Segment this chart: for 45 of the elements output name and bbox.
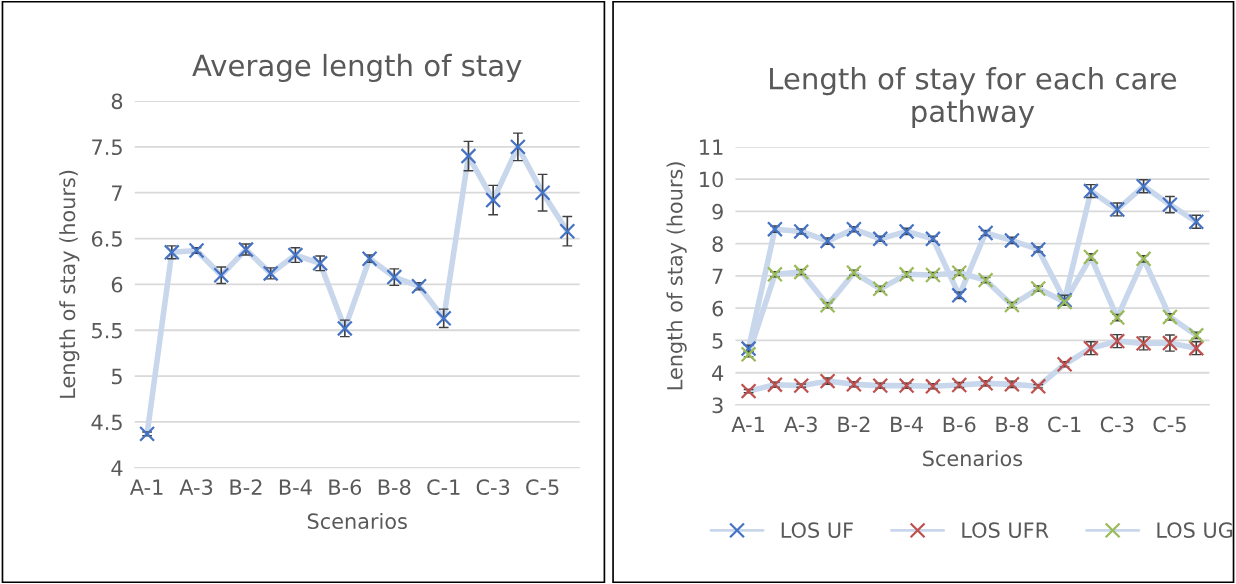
x-tick-label: B-4 <box>279 479 312 495</box>
x-axis-title: Scenarios <box>923 450 1023 467</box>
y-tick-label: 7 <box>112 185 122 201</box>
x-tick-label: A-3 <box>179 479 213 496</box>
y-tick-label: 7 <box>712 268 723 284</box>
y-tick-label: 6.5 <box>91 231 122 247</box>
x-tick-label: B-6 <box>943 416 976 433</box>
y-tick-label: 5 <box>712 333 723 349</box>
chart-title: Length of stay for each care pathway <box>770 67 1177 128</box>
y-tick-label: 8 <box>111 93 123 110</box>
x-tick-label: A-1 <box>731 416 764 432</box>
y-tick-label: 3 <box>712 397 723 414</box>
y-axis-title: Length of stay (hours) <box>666 162 687 390</box>
x-tick-label: A-3 <box>784 416 817 433</box>
y-tick-label: 8 <box>712 236 723 252</box>
y-tick-label: 4 <box>712 365 724 381</box>
y-tick-label: 9 <box>712 203 723 220</box>
y-tick-label: 5 <box>111 368 122 385</box>
x-tick-label: C-3 <box>1100 416 1134 433</box>
x-axis-title: Scenarios <box>307 512 407 530</box>
y-tick-label: 11 <box>700 139 723 155</box>
x-tick-label: C-5 <box>1153 416 1186 433</box>
y-tick-label: 7.5 <box>92 139 122 156</box>
y-tick-label: 4 <box>111 460 123 476</box>
x-tick-label: C-3 <box>476 479 510 496</box>
x-tick-label: B-6 <box>329 479 362 496</box>
y-tick-label: 6 <box>111 276 123 293</box>
x-tick-label: B-8 <box>996 416 1029 433</box>
x-tick-label: C-5 <box>526 479 559 496</box>
y-tick-label: 4.5 <box>91 414 122 431</box>
x-tick-label: B-2 <box>838 416 870 432</box>
y-tick-label: 6 <box>712 300 723 317</box>
x-tick-label: C-1 <box>427 479 460 496</box>
x-tick-label: B-4 <box>891 416 923 432</box>
y-tick-label: 10 <box>700 171 723 188</box>
x-tick-label: B-2 <box>230 479 262 495</box>
x-tick-label: A-1 <box>129 479 163 495</box>
y-axis-title: Length of stay (hours) <box>59 170 80 398</box>
x-tick-label: B-8 <box>378 479 411 496</box>
legend-label: LOS UG <box>1157 522 1233 538</box>
y-tick-label: 5.5 <box>92 322 122 339</box>
x-tick-label: C-1 <box>1048 416 1081 433</box>
legend-label: LOS UFR <box>962 522 1049 538</box>
chart-title: Average length of stay <box>192 53 522 83</box>
legend-label: LOS UF <box>781 522 853 538</box>
